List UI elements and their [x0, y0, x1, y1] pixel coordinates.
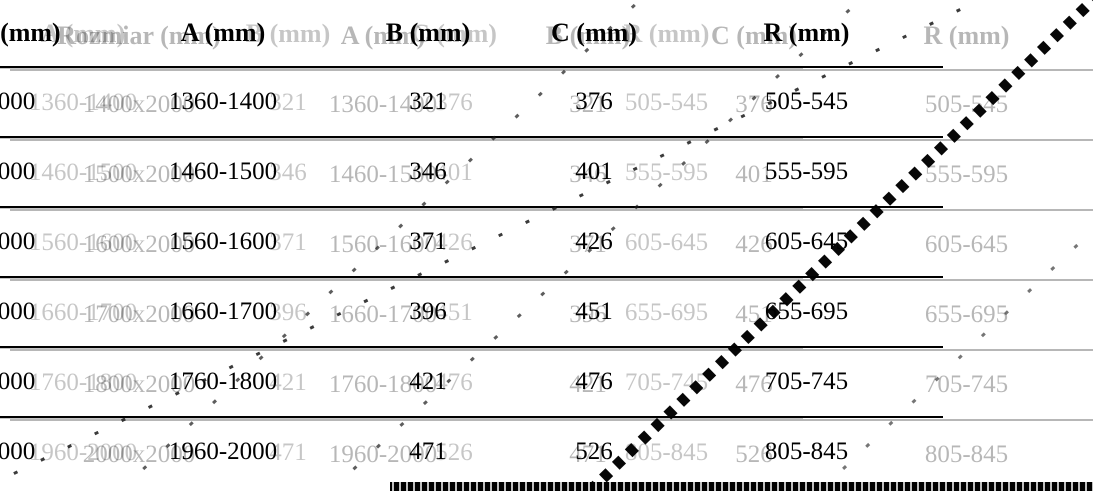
- cell-c: 526: [518, 416, 670, 488]
- bottom-rule-mask: [0, 482, 390, 491]
- cell-size: 1700x2000: [0, 276, 108, 347]
- cell-c: 476: [518, 346, 670, 417]
- cell-r: 505-545: [670, 66, 943, 137]
- cell-size: 1400x2000: [0, 66, 108, 137]
- cell-r: 655-695: [670, 276, 943, 347]
- cell-size: 1800x2000: [0, 346, 108, 417]
- col-header-b: B (mm): [385, 18, 471, 47]
- cell-a: 1960-2000: [108, 416, 338, 488]
- col-header-r: R (mm): [763, 18, 850, 47]
- cell-b: 421: [338, 346, 518, 417]
- cell-size: 1500x2000: [0, 136, 108, 207]
- table-header-row: Rozmiar (mm) A (mm) B (mm) C (mm) R (mm): [0, 0, 943, 67]
- cell-r: 705-745: [670, 346, 943, 417]
- spec-table: Rozmiar (mm) A (mm) B (mm) C (mm) R (mm)…: [0, 0, 943, 488]
- cell-size: 1600x2000: [0, 206, 108, 277]
- cell-a: 1660-1700: [108, 276, 338, 347]
- cell-b: 396: [338, 276, 518, 347]
- cell-b: 346: [338, 136, 518, 207]
- cell-a: 1360-1400: [108, 66, 338, 137]
- cell-c: 376: [518, 66, 670, 137]
- cell-c: 426: [518, 206, 670, 277]
- cell-r: 805-845: [670, 416, 943, 488]
- cell-b: 471: [338, 416, 518, 488]
- cell-b: 321: [338, 66, 518, 137]
- col-header-size: Rozmiar (mm): [0, 18, 61, 47]
- table-body: 1400x20001360-1400321376505-5451500x2000…: [0, 66, 943, 488]
- cell-r: 555-595: [670, 136, 943, 207]
- cell-r: 605-645: [670, 206, 943, 277]
- cell-a: 1760-1800: [108, 346, 338, 417]
- col-header-c: C (mm): [551, 18, 637, 47]
- cell-size: 2000x2000: [0, 416, 108, 488]
- col-header-a: A (mm): [180, 18, 266, 47]
- cell-c: 401: [518, 136, 670, 207]
- cell-b: 371: [338, 206, 518, 277]
- cell-a: 1460-1500: [108, 136, 338, 207]
- cell-c: 451: [518, 276, 670, 347]
- cell-a: 1560-1600: [108, 206, 338, 277]
